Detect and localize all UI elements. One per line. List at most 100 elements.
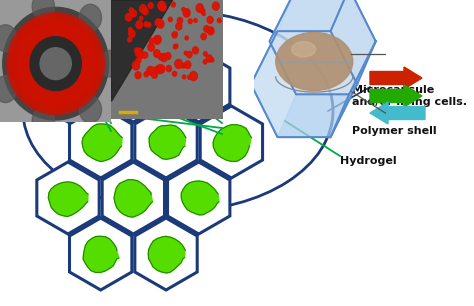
Polygon shape — [277, 0, 349, 31]
Polygon shape — [18, 24, 93, 103]
FancyArrow shape — [370, 67, 422, 89]
Ellipse shape — [148, 43, 155, 51]
Ellipse shape — [185, 61, 191, 68]
Polygon shape — [148, 236, 185, 273]
Ellipse shape — [143, 8, 148, 15]
Ellipse shape — [192, 47, 199, 54]
Ellipse shape — [130, 10, 137, 17]
Polygon shape — [149, 125, 186, 159]
Polygon shape — [28, 35, 83, 93]
Ellipse shape — [173, 71, 177, 76]
Polygon shape — [37, 50, 99, 122]
Polygon shape — [48, 182, 88, 217]
Polygon shape — [167, 50, 230, 122]
Ellipse shape — [149, 38, 154, 43]
Ellipse shape — [79, 96, 101, 123]
Ellipse shape — [144, 72, 148, 77]
Polygon shape — [330, 0, 376, 84]
Polygon shape — [180, 68, 217, 103]
Ellipse shape — [147, 69, 151, 74]
Ellipse shape — [132, 61, 139, 70]
Polygon shape — [70, 106, 132, 178]
Ellipse shape — [154, 50, 160, 57]
Ellipse shape — [155, 35, 161, 43]
Polygon shape — [70, 218, 132, 290]
Ellipse shape — [173, 44, 177, 49]
Ellipse shape — [177, 17, 182, 24]
Ellipse shape — [168, 17, 172, 22]
Ellipse shape — [166, 65, 172, 72]
Polygon shape — [20, 27, 91, 101]
Ellipse shape — [135, 72, 141, 79]
Ellipse shape — [204, 26, 210, 32]
Ellipse shape — [139, 5, 146, 13]
Ellipse shape — [153, 67, 159, 74]
Ellipse shape — [159, 3, 166, 11]
Ellipse shape — [128, 28, 132, 32]
Ellipse shape — [162, 6, 165, 10]
Ellipse shape — [184, 9, 190, 15]
Ellipse shape — [135, 48, 139, 53]
Polygon shape — [16, 23, 95, 105]
Polygon shape — [102, 162, 164, 234]
Text: Microcapsule
and/or living cells.: Microcapsule and/or living cells. — [352, 85, 467, 107]
Polygon shape — [270, 0, 376, 94]
Ellipse shape — [182, 75, 186, 79]
Ellipse shape — [100, 50, 122, 77]
FancyArrow shape — [370, 102, 425, 124]
Ellipse shape — [147, 23, 151, 27]
Ellipse shape — [210, 58, 214, 62]
FancyArrow shape — [370, 85, 422, 107]
Ellipse shape — [128, 37, 132, 42]
Polygon shape — [167, 162, 230, 234]
Ellipse shape — [182, 64, 185, 68]
Ellipse shape — [187, 51, 192, 58]
Ellipse shape — [185, 36, 188, 40]
Ellipse shape — [32, 0, 55, 20]
Ellipse shape — [201, 33, 206, 40]
Ellipse shape — [207, 27, 214, 35]
Ellipse shape — [30, 37, 82, 91]
Polygon shape — [82, 124, 122, 162]
Polygon shape — [251, 31, 357, 137]
Ellipse shape — [203, 52, 207, 56]
Ellipse shape — [157, 20, 164, 28]
Ellipse shape — [175, 44, 178, 48]
Polygon shape — [83, 236, 119, 272]
Ellipse shape — [218, 18, 221, 23]
Ellipse shape — [32, 107, 55, 134]
Ellipse shape — [182, 63, 186, 67]
Ellipse shape — [139, 16, 143, 20]
Ellipse shape — [176, 23, 182, 30]
Ellipse shape — [147, 66, 154, 75]
Ellipse shape — [155, 19, 161, 26]
Ellipse shape — [40, 48, 71, 80]
Polygon shape — [135, 106, 197, 178]
Ellipse shape — [148, 3, 153, 8]
Ellipse shape — [174, 32, 177, 35]
Ellipse shape — [136, 58, 141, 64]
Polygon shape — [26, 32, 85, 95]
Text: Polymer shell: Polymer shell — [352, 126, 437, 136]
Ellipse shape — [129, 8, 133, 13]
Ellipse shape — [188, 19, 192, 24]
Ellipse shape — [203, 60, 207, 64]
Ellipse shape — [0, 76, 17, 103]
Ellipse shape — [196, 4, 203, 12]
Ellipse shape — [156, 65, 164, 73]
Polygon shape — [111, 0, 173, 101]
Ellipse shape — [142, 52, 148, 58]
Polygon shape — [10, 17, 101, 111]
Ellipse shape — [276, 32, 353, 91]
Polygon shape — [330, 41, 376, 137]
Polygon shape — [14, 21, 97, 107]
Ellipse shape — [144, 22, 148, 27]
Ellipse shape — [136, 48, 143, 57]
Ellipse shape — [206, 55, 212, 62]
Polygon shape — [12, 18, 99, 109]
Polygon shape — [24, 31, 87, 97]
Ellipse shape — [0, 25, 17, 52]
Ellipse shape — [212, 2, 219, 10]
Polygon shape — [102, 50, 164, 122]
Polygon shape — [200, 106, 263, 178]
